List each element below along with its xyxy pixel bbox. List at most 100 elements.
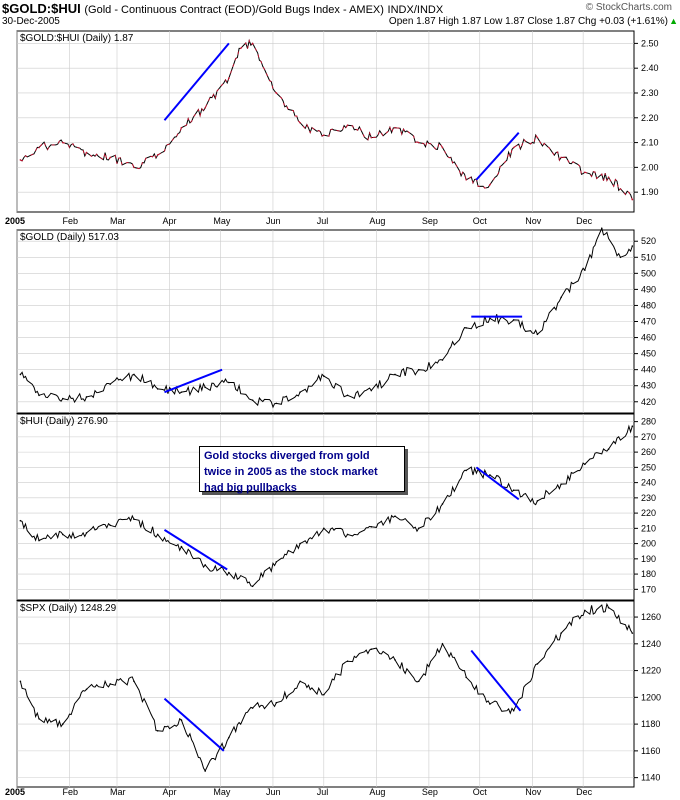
data-point	[584, 269, 586, 271]
data-point	[346, 660, 349, 663]
y-tick-label: 1140	[641, 773, 660, 783]
data-point	[275, 402, 278, 405]
symbol-description: (Gold - Continuous Contract (EOD)/Gold B…	[84, 4, 384, 16]
annotation-line-1: Gold stocks diverged from gold	[204, 450, 370, 462]
y-tick-label: 1200	[641, 692, 661, 702]
data-point	[370, 526, 373, 528]
data-point	[251, 399, 254, 401]
y-tick-label: 430	[641, 381, 656, 391]
y-tick-label: 490	[641, 284, 656, 294]
data-point	[394, 373, 396, 376]
price-line	[20, 226, 633, 409]
data-point	[38, 539, 40, 542]
price-line	[20, 424, 633, 587]
data-point	[512, 489, 515, 492]
data-point	[156, 729, 159, 732]
y-tick-label: 180	[641, 569, 656, 579]
data-point	[394, 126, 396, 129]
data-point	[441, 643, 444, 645]
annotation-line-2: twice in 2005 as the stock market	[204, 466, 378, 478]
y-tick-label: 2.40	[641, 63, 659, 73]
y-tick-label: 250	[641, 462, 656, 472]
data-point	[228, 736, 230, 739]
y-tick-label: 2.50	[641, 38, 659, 48]
y-tick-label: 510	[641, 252, 656, 262]
data-point	[239, 47, 242, 50]
x-tick-label: Sep	[422, 787, 438, 797]
data-point	[133, 373, 135, 376]
data-point	[275, 92, 278, 94]
data-point	[323, 693, 325, 696]
x-tick-label: Oct	[473, 216, 488, 226]
trend-line	[475, 131, 520, 181]
y-tick-label: 230	[641, 493, 656, 503]
data-point	[417, 527, 420, 530]
data-point	[631, 198, 634, 201]
data-point	[61, 723, 64, 725]
data-point	[204, 386, 206, 389]
data-point	[631, 425, 634, 427]
data-point	[465, 469, 467, 472]
data-point	[560, 483, 562, 485]
x-tick-label: 2005	[5, 216, 25, 226]
data-point	[133, 518, 135, 520]
y-tick-label: 2.30	[641, 88, 659, 98]
y-tick-label: 520	[641, 236, 656, 246]
data-point	[489, 474, 491, 476]
data-point	[38, 394, 40, 397]
data-point	[489, 183, 491, 186]
data-point	[560, 296, 562, 299]
y-tick-label: 170	[641, 584, 656, 594]
y-tick-label: 1.90	[641, 187, 659, 197]
exchange-label: INDX/INDX	[387, 4, 444, 16]
data-point	[180, 719, 183, 721]
quote-summary: Open 1.87 High 1.87 Low 1.87 Close 1.87 …	[388, 16, 668, 27]
data-point	[394, 515, 396, 517]
data-point	[38, 717, 40, 720]
data-point	[228, 381, 230, 384]
data-point	[346, 533, 349, 536]
y-tick-label: 470	[641, 317, 656, 327]
y-tick-label: 2.20	[641, 113, 659, 123]
y-tick-label: 1220	[641, 666, 661, 676]
data-point	[465, 327, 467, 329]
annotation-box: Gold stocks diverged from gold twice in …	[199, 446, 405, 494]
x-tick-label: Dec	[576, 216, 593, 226]
x-tick-label: Jun	[266, 787, 281, 797]
data-point	[133, 166, 135, 169]
panel-frame	[16, 600, 635, 788]
x-tick-label: Sep	[422, 216, 438, 226]
data-point	[607, 176, 610, 179]
trend-line	[163, 42, 230, 121]
x-tick-label: Jul	[317, 216, 329, 226]
data-point	[109, 683, 112, 685]
y-tick-label: 460	[641, 333, 656, 343]
data-point	[85, 688, 88, 691]
data-point	[584, 463, 586, 466]
data-point	[133, 680, 135, 683]
y-tick-label: 200	[641, 539, 656, 549]
data-point	[417, 141, 420, 144]
data-point	[109, 383, 112, 385]
data-point	[275, 561, 278, 563]
x-tick-label: May	[213, 787, 231, 797]
data-point	[180, 126, 183, 129]
x-tick-label: Apr	[163, 787, 177, 797]
data-point	[536, 333, 539, 336]
data-point	[600, 227, 603, 230]
data-point	[536, 500, 539, 502]
data-point	[631, 245, 634, 247]
data-point	[109, 156, 112, 159]
data-point	[204, 107, 206, 109]
y-tick-label: 1240	[641, 639, 661, 649]
x-tick-label: Aug	[369, 216, 385, 226]
data-point	[584, 171, 586, 174]
price-line	[20, 38, 633, 200]
data-point	[607, 606, 610, 609]
date-label: 30-Dec-2005	[2, 16, 60, 27]
data-point	[251, 585, 254, 588]
data-point	[19, 159, 22, 161]
data-point	[61, 397, 64, 400]
data-point	[370, 648, 373, 650]
data-point	[61, 141, 64, 144]
